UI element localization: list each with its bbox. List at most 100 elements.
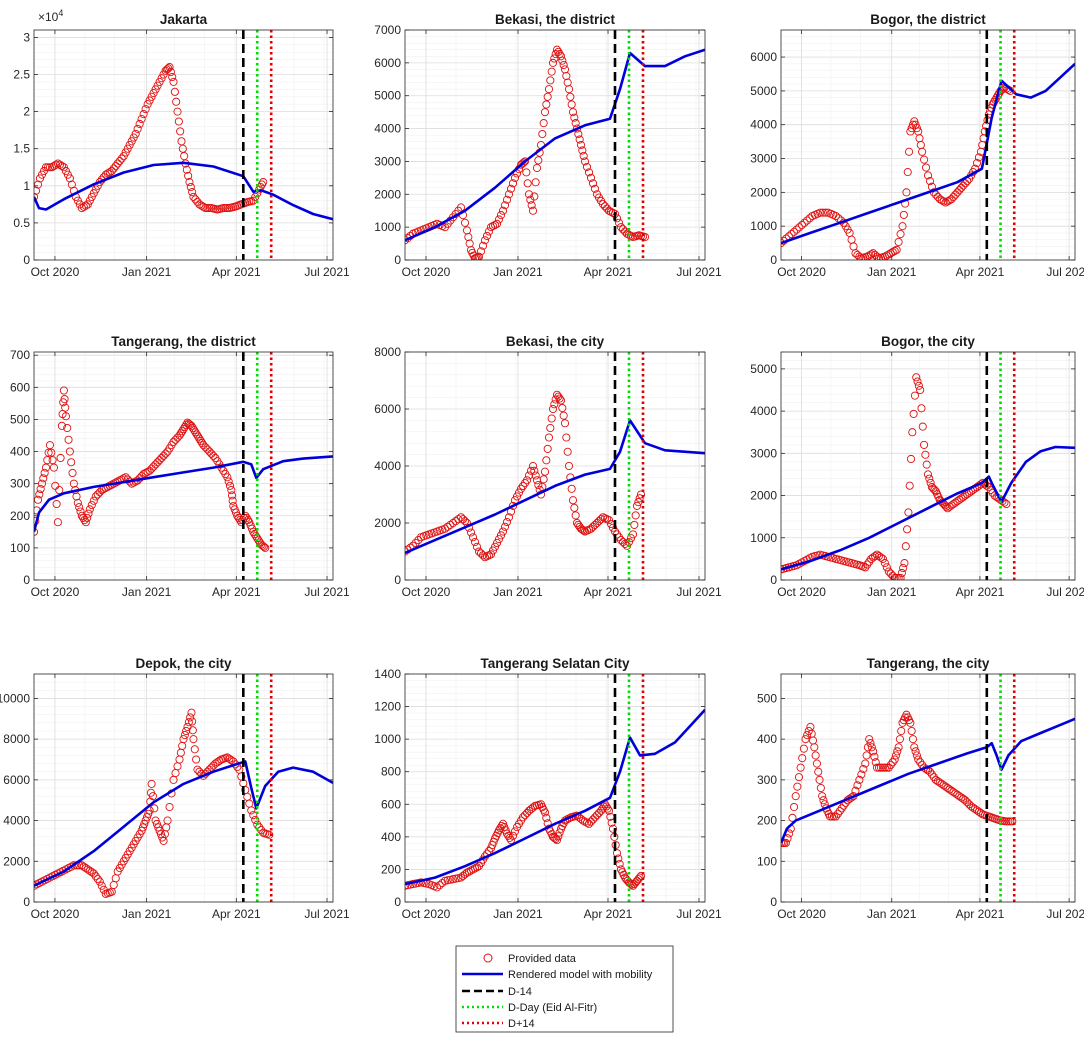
data-point (888, 571, 897, 580)
data-point (176, 127, 185, 136)
data-point (65, 447, 74, 456)
data-point (147, 779, 156, 788)
data-point (608, 824, 618, 833)
data-point (43, 163, 53, 172)
data-point (405, 881, 410, 890)
data-point (630, 520, 639, 529)
data-point (528, 461, 538, 471)
data-point (470, 537, 480, 547)
data-point (174, 117, 183, 126)
data-point (600, 202, 610, 211)
data-point (258, 541, 267, 550)
data-point (67, 458, 76, 467)
data-point (241, 511, 250, 520)
x-tick-label: Oct 2020 (31, 907, 80, 921)
x-tick-label: Apr 2021 (212, 265, 261, 279)
y-tick-label: 2000 (750, 185, 777, 199)
x-tick-label: Jan 2021 (122, 907, 172, 921)
data-point (137, 114, 146, 124)
x-tick-label: Jul 2021 (1046, 585, 1084, 599)
data-point (942, 502, 951, 511)
y-tick-label: 400 (381, 830, 401, 844)
data-point (504, 513, 514, 522)
data-point (178, 427, 187, 436)
data-point (186, 713, 195, 722)
data-point (937, 196, 946, 205)
data-point (546, 423, 555, 433)
data-point (185, 178, 194, 187)
data-point (833, 809, 842, 818)
data-point (411, 538, 420, 548)
data-point (249, 527, 258, 536)
x-tick-label: Jan 2021 (122, 585, 172, 599)
chart-title: Bekasi, the district (495, 12, 616, 27)
chart-panel-tangerang-selatan-city: 0 200 400 600 800 1000 1200 1400 Oct 2020 Jan 202… (374, 656, 722, 921)
data-point (486, 223, 496, 232)
data-point (568, 108, 578, 117)
data-point (586, 817, 596, 826)
data-point (166, 67, 175, 77)
data-point (910, 743, 919, 752)
axes-box (780, 351, 1076, 581)
data-point (814, 767, 823, 776)
data-point (612, 530, 622, 539)
data-point (154, 823, 163, 832)
data-point (57, 161, 66, 171)
plot-content (405, 30, 705, 260)
data-point (857, 770, 866, 779)
data-point (636, 490, 646, 499)
plot-content (34, 352, 333, 580)
data-point (635, 494, 644, 503)
data-point (903, 168, 912, 177)
data-point (182, 726, 191, 736)
data-point (821, 208, 830, 217)
data-point (85, 866, 94, 875)
data-point (508, 501, 518, 510)
data-point (199, 202, 208, 211)
y-tick-label: 4000 (374, 459, 401, 473)
data-point (896, 230, 905, 239)
data-point (798, 754, 807, 763)
data-point (908, 735, 918, 744)
data-point (923, 171, 933, 180)
data-point (911, 120, 920, 129)
data-point (560, 419, 570, 428)
data-point (169, 77, 178, 86)
data-point (859, 764, 868, 774)
data-point (184, 171, 193, 180)
data-point (567, 100, 576, 109)
data-point (548, 58, 558, 67)
y-tick-label: 4000 (750, 118, 777, 132)
data-point (914, 755, 923, 764)
data-point (79, 202, 88, 211)
data-point (810, 743, 819, 752)
data-point (636, 871, 646, 880)
data-point (865, 735, 874, 744)
data-point (502, 829, 512, 838)
model-line (781, 445, 1075, 571)
data-point (584, 819, 594, 828)
data-point (812, 759, 821, 768)
data-point (83, 865, 92, 874)
data-point (131, 129, 140, 138)
data-point (498, 527, 508, 536)
data-point (156, 830, 165, 839)
data-point (527, 201, 536, 210)
data-point (555, 394, 564, 403)
model-line (34, 455, 333, 533)
data-point (917, 404, 926, 413)
data-point (552, 45, 562, 54)
data-point (476, 247, 486, 256)
data-point (508, 179, 518, 188)
y-tick-label: 2.5 (13, 68, 30, 82)
axes-box (33, 351, 334, 581)
data-point (927, 770, 936, 779)
data-point (37, 479, 47, 488)
data-point (790, 227, 799, 236)
x-tick-label: Apr 2021 (212, 907, 261, 921)
data-point (612, 214, 622, 223)
data-point (492, 538, 502, 548)
x-tick-label: Jan 2021 (493, 585, 543, 599)
data-point (526, 466, 536, 475)
data-point (900, 559, 909, 568)
